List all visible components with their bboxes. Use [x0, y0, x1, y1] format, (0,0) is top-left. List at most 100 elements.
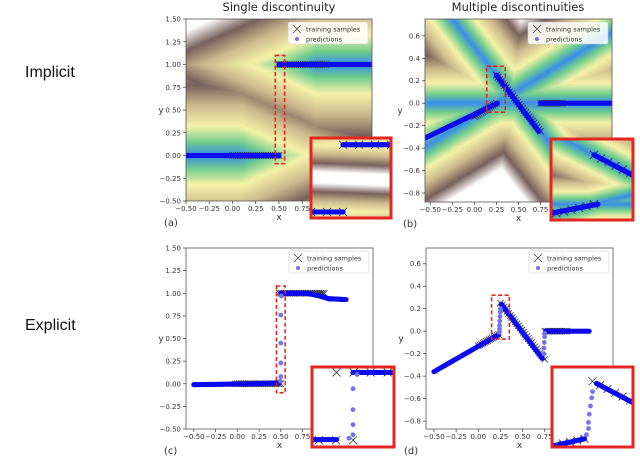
panel-c: −0.50 −0.25 0.00 0.25 0.50 0.75−0.50−0.250.00…: [158, 245, 396, 457]
x-tick-label: 0.25: [248, 205, 264, 213]
panel-label: (d): [404, 446, 418, 457]
x-tick-label: 0.50: [273, 433, 289, 441]
y-tick-label: 1.50: [165, 245, 181, 253]
y-tick-label: 0.0: [409, 100, 420, 108]
legend-training-marker-icon: [292, 24, 302, 34]
zoom-region-box: [490, 294, 511, 340]
legend-box: [287, 21, 369, 45]
y-tick-label: 0.0: [410, 328, 421, 336]
legend-training-label: training samples: [307, 255, 362, 263]
column-title-single: Single discontinuity: [222, 0, 336, 14]
y-tick-label: −0.6: [403, 167, 421, 175]
x-tick-label: −0.25: [199, 205, 220, 213]
legend: training samples predictions: [288, 250, 370, 274]
prediction-point-transition: [586, 426, 591, 431]
x-tick-label: 0.75: [294, 205, 310, 213]
x-tick-label: −0.25: [205, 433, 226, 441]
y-tick-label: −0.50: [160, 426, 181, 434]
row-label-explicit: Explicit: [25, 317, 76, 334]
x-tick-label: 0.50: [515, 433, 531, 441]
y-tick-label: −0.50: [160, 198, 181, 206]
y-axis-label: y: [158, 106, 164, 116]
x-tick-label: 0.00: [225, 205, 241, 213]
inset-area: [552, 367, 633, 447]
inset-energy-heatmap: [311, 138, 391, 218]
legend-training-label: training samples: [547, 255, 602, 263]
x-tick-label: −0.25: [445, 433, 466, 441]
prediction-point-transition: [278, 312, 284, 318]
y-tick-label: 1.50: [165, 16, 181, 24]
y-tick-label: −0.4: [403, 145, 421, 153]
legend-prediction-marker-icon: [535, 37, 539, 41]
prediction-point-transition: [586, 419, 591, 425]
prediction-point: [539, 355, 545, 361]
legend-training-label: training samples: [306, 26, 361, 34]
panel-d: −0.50 −0.25 0.00 0.25 0.50 0.75 −0.8 −0.6 −0.4 −0…: [398, 247, 635, 457]
panel-b: −0.50 −0.25 0.00 0.25 0.50 0.75 −0.8 −0.6 −0.4 −0…: [397, 18, 635, 230]
legend: training samples predictions: [527, 21, 609, 45]
plot-area: [431, 299, 592, 375]
y-tick-label: 0.25: [165, 358, 181, 366]
y-tick-label: −0.6: [404, 395, 422, 403]
inset-area: [312, 367, 394, 447]
prediction-point-transition: [498, 306, 503, 312]
x-tick-label: 0.00: [467, 206, 483, 214]
inset-border: [550, 365, 635, 449]
legend-training-marker-icon: [532, 24, 542, 34]
legend-predictions-label: predictions: [306, 36, 343, 44]
panel-label: (c): [164, 446, 177, 457]
y-axis-label: y: [398, 335, 404, 345]
legend-training-marker-icon: [533, 253, 543, 263]
inset-area: [311, 138, 391, 218]
prediction-point-transition: [278, 293, 284, 299]
legend-predictions-label: predictions: [307, 265, 344, 273]
prediction-point-transition: [588, 403, 593, 409]
prediction-point: [494, 100, 500, 106]
x-tick-label: −0.50: [175, 205, 196, 213]
y-tick-label: 1.25: [165, 38, 181, 46]
zoom-region-box: [275, 285, 286, 394]
y-tick-label: 0.4: [409, 55, 421, 63]
y-axis-label: y: [397, 107, 403, 117]
zoom-inset: [550, 365, 635, 449]
prediction-point-transition: [541, 340, 547, 345]
y-tick-label: −0.2: [404, 350, 421, 358]
x-tick-label: 0.75: [537, 433, 553, 441]
x-tick-label: 0.75: [295, 433, 311, 441]
prediction-point-transition: [497, 326, 502, 332]
prediction-point-transition: [497, 323, 502, 328]
inset-area: [551, 139, 633, 220]
x-tick-label: 0.00: [230, 433, 246, 441]
training-sample-marker: [386, 140, 391, 150]
plot-area: [425, 19, 612, 202]
prediction-point-transition: [497, 318, 503, 324]
x-tick-label: −0.50: [183, 433, 204, 441]
legend-prediction-marker-icon: [295, 37, 299, 41]
prediction-point-transition: [278, 374, 284, 379]
prediction-point: [276, 152, 282, 159]
prediction-point: [586, 328, 592, 334]
column-title-multiple: Multiple discontinuities: [451, 0, 585, 14]
y-tick-label: 0.2: [410, 305, 421, 313]
prediction-point: [340, 209, 346, 215]
prediction-point-transition: [350, 407, 356, 413]
prediction-point: [343, 296, 349, 303]
x-axis-label: x: [276, 213, 282, 223]
y-tick-label: 0.50: [165, 107, 181, 115]
prediction-point: [369, 61, 372, 68]
prediction-point-transition: [590, 389, 595, 395]
x-tick-label: 0.25: [489, 206, 505, 214]
y-tick-label: 0.2: [409, 77, 420, 85]
x-tick-label: −0.25: [442, 206, 463, 214]
prediction-point-transition: [354, 372, 360, 377]
x-tick-label: 0.25: [251, 433, 267, 441]
prediction-point-transition: [277, 378, 283, 384]
zoom-inset: [549, 137, 635, 222]
inset-border: [549, 137, 635, 222]
y-tick-label: 1.00: [165, 61, 181, 69]
legend-training-marker-icon: [293, 253, 303, 263]
panel-label: (b): [403, 219, 417, 230]
y-tick-label: 0.00: [165, 152, 181, 160]
y-tick-label: −0.8: [403, 190, 420, 198]
legend-training-label: training samples: [546, 26, 601, 34]
